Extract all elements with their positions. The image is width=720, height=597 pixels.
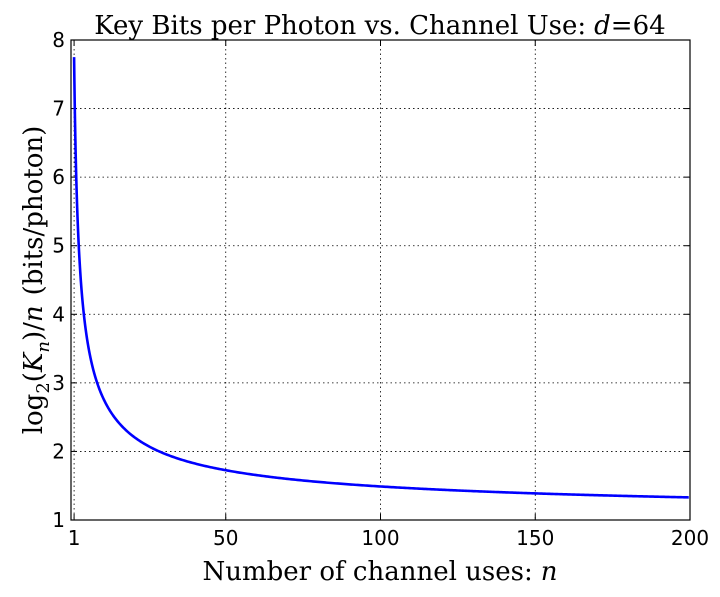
- x-tick-label: 150: [516, 526, 554, 550]
- y-axis-label-log: log: [19, 394, 49, 435]
- x-axis-label: Number of channel uses: n: [202, 557, 557, 587]
- chart-title-text: Key Bits per Photon vs. Channel Use: [94, 11, 577, 41]
- chart-title: Key Bits per Photon vs. Channel Use: d=64: [94, 11, 665, 41]
- grid-lines: [71, 39, 691, 521]
- x-tick-label: 1: [68, 526, 81, 550]
- x-tick-label: 200: [671, 526, 709, 550]
- chart-title-equals: =: [611, 11, 633, 41]
- x-axis-label-variable: n: [541, 557, 558, 587]
- chart-title-variable: d: [594, 11, 611, 41]
- series-layer: [72, 57, 689, 499]
- y-axis-label-k: K: [19, 351, 49, 373]
- x-tick-label: 100: [361, 526, 399, 550]
- y-tick-labels: 1 2 3 4 5 6 7 8: [52, 28, 65, 532]
- y-axis-label-k-subscript: n: [33, 341, 54, 353]
- y-axis-label-log-base: 2: [33, 382, 54, 393]
- y-tick-label: 1: [52, 508, 65, 532]
- y-tick-label: 8: [52, 28, 65, 52]
- y-tick-label: 7: [52, 97, 65, 121]
- x-tick-labels: 1 50 100 150 200: [68, 526, 709, 550]
- chart-title-value: 64: [633, 11, 666, 41]
- y-axis-label-close-paren: )/: [19, 322, 49, 341]
- x-axis-label-separator: :: [524, 557, 533, 587]
- x-axis-label-text: Number of channel uses: [202, 557, 524, 587]
- y-axis-label-open-paren: (: [19, 372, 49, 382]
- series-line-d-64: [72, 57, 689, 499]
- y-tick-label: 5: [52, 234, 65, 258]
- tick-marks: [71, 39, 691, 521]
- y-tick-label: 6: [52, 165, 65, 189]
- y-axis-label-units: (bits/photon): [19, 126, 49, 296]
- y-tick-label: 4: [52, 302, 65, 326]
- y-tick-label: 3: [52, 371, 65, 395]
- y-axis-label-n: n: [19, 305, 49, 322]
- y-axis-label: log2(Kn)/n (bits/photon): [19, 126, 54, 435]
- y-tick-label: 2: [52, 439, 65, 463]
- x-tick-label: 50: [213, 526, 238, 550]
- chart-title-separator: :: [577, 11, 586, 41]
